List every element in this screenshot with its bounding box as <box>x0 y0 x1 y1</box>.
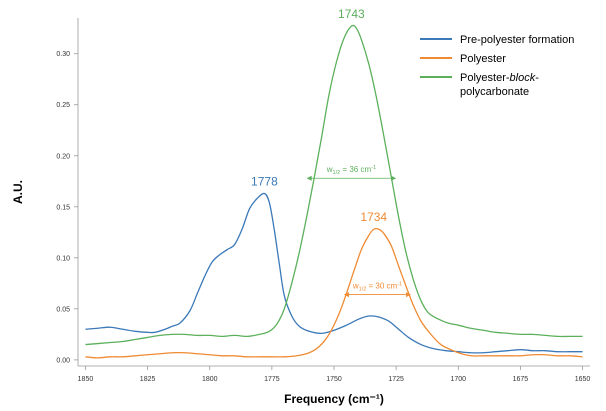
y-tick-label: 0.00 <box>56 357 70 364</box>
x-tick-label: 1700 <box>450 376 466 383</box>
series-layer <box>85 24 583 359</box>
series-line-3 <box>85 24 583 346</box>
series-line-2 <box>85 227 583 359</box>
legend-entry-line2: polycarbonate <box>460 86 529 98</box>
annotation-layer: 1778 1743 1734 w1/2 = 36 cm-1 w1/2 = 30 cm-1 <box>251 7 412 298</box>
axes: 1850 1825 1800 1775 1750 1725 1700 1675 1650 0.0… <box>56 18 590 383</box>
x-axis-label: Frequency (cm⁻¹) <box>284 392 384 406</box>
half-width-label: w1/2 = 30 cm-1 <box>352 282 402 293</box>
x-tick-label: 1775 <box>264 376 280 383</box>
peak-label: 1743 <box>338 7 365 21</box>
peak-label: 1778 <box>251 175 278 189</box>
y-tick-label: 0.30 <box>56 51 70 58</box>
y-tick-label: 0.05 <box>56 306 70 313</box>
x-tick-label: 1800 <box>202 376 218 383</box>
x-tick-label: 1825 <box>140 376 156 383</box>
legend: Pre-polyester formation Polyester Polyeste… <box>420 34 574 98</box>
legend-entry: Pre-polyester formation <box>460 34 574 46</box>
x-tick-label: 1750 <box>326 376 342 383</box>
arrowhead-right <box>391 175 397 181</box>
peak-label: 1734 <box>360 210 387 224</box>
x-tick-label: 1675 <box>513 376 529 383</box>
x-tick-label: 1725 <box>388 376 404 383</box>
y-tick-label: 0.10 <box>56 255 70 262</box>
half-width-label: w1/2 = 36 cm-1 <box>326 165 376 176</box>
y-tick-label: 0.15 <box>56 204 70 211</box>
y-ticks: 0.00 0.05 0.10 0.15 0.20 0.25 0.30 <box>56 51 78 364</box>
y-tick-label: 0.20 <box>56 153 70 160</box>
y-axis-label: A.U. <box>11 180 25 204</box>
arrowhead-left <box>306 175 312 181</box>
x-ticks: 1850 1825 1800 1775 1750 1725 1700 1675 1650 <box>78 366 591 383</box>
arrowhead-right <box>406 292 412 298</box>
y-tick-label: 0.25 <box>56 102 70 109</box>
x-tick-label: 1650 <box>575 376 591 383</box>
series-line-1 <box>85 192 583 354</box>
legend-entry: Polyester <box>460 53 506 65</box>
x-tick-label: 1850 <box>78 376 94 383</box>
legend-entry: Polyester-block- <box>460 72 539 84</box>
arrowhead-left <box>343 292 349 298</box>
